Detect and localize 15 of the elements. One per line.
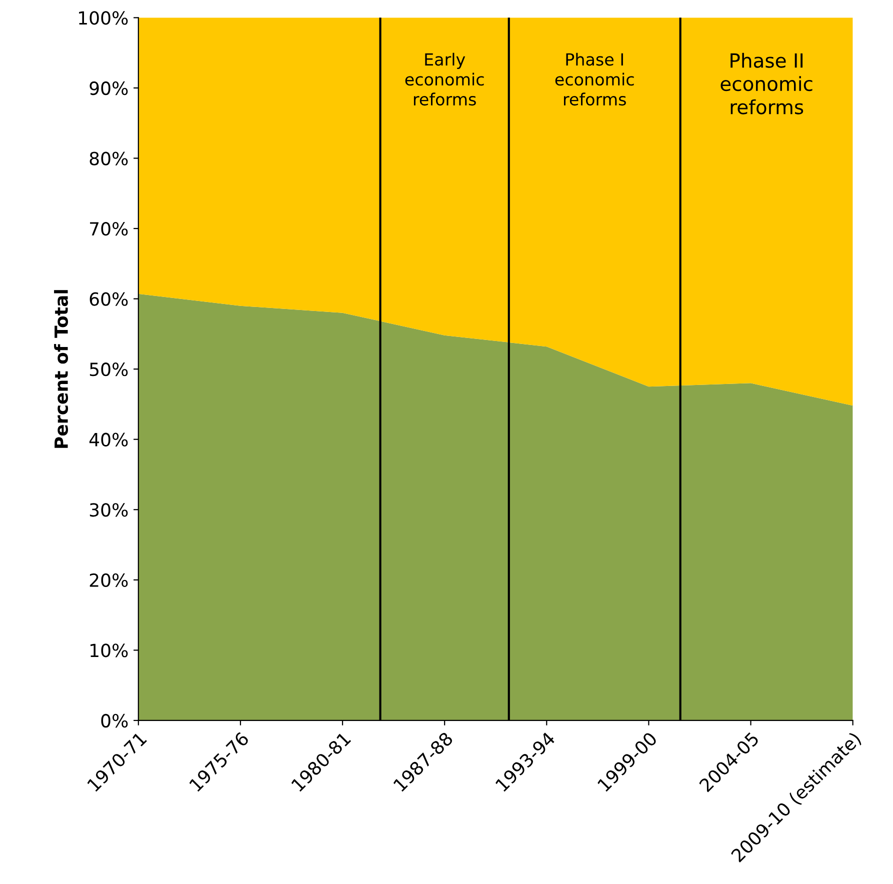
y-tick-label: 20% — [90, 573, 128, 588]
y-tick-label: 0% — [101, 714, 128, 728]
y-tick-label: 10% — [90, 644, 128, 658]
annotation: Phase I economic reforms — [555, 52, 634, 106]
y-tick-label: 80% — [90, 152, 128, 166]
y-tick-label: 70% — [90, 222, 128, 236]
y-tick-label: 90% — [90, 81, 128, 96]
y-tick-label: 100% — [79, 11, 128, 25]
y-tick-label: 50% — [90, 362, 128, 376]
y-tick-label: 30% — [90, 503, 128, 517]
y-tick-label: 60% — [90, 292, 128, 306]
y-tick-label: 40% — [89, 432, 128, 446]
annotation: Phase II economic reforms — [720, 52, 812, 114]
y-axis-title: Percent of Total — [54, 290, 68, 448]
annotation: Early economic reforms — [405, 52, 484, 106]
